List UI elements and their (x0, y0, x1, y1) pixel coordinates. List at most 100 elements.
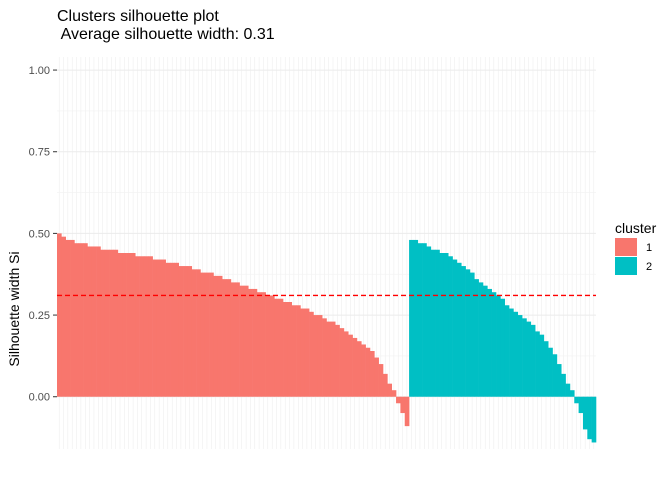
silhouette-bar-cluster-1 (204, 272, 210, 397)
silhouette-bar-cluster-1 (135, 256, 140, 397)
silhouette-bar-cluster-1 (165, 262, 171, 397)
silhouette-bar-cluster-1 (235, 282, 240, 397)
silhouette-bar-cluster-1 (156, 259, 162, 397)
silhouette-bar-cluster-2 (504, 305, 510, 397)
silhouette-bar-cluster-1 (283, 302, 288, 397)
silhouette-bar-cluster-2 (461, 266, 466, 397)
silhouette-bar-cluster-2 (430, 249, 436, 397)
silhouette-bar-cluster-1 (126, 253, 132, 397)
silhouette-bar-cluster-1 (200, 272, 206, 397)
silhouette-bar-cluster-2 (526, 321, 532, 397)
silhouette-bar-cluster-2 (443, 253, 449, 397)
silhouette-bar-cluster-2 (456, 262, 462, 397)
silhouette-bar-cluster-1 (252, 288, 258, 397)
silhouette-bar-cluster-1 (304, 308, 310, 397)
silhouette-bar-cluster-2 (591, 396, 597, 443)
y-axis: 0.00 0.25 0.50 0.75 1.00 (29, 65, 57, 404)
y-axis-label: Silhouette width Si (6, 251, 22, 366)
silhouette-bar-cluster-2 (487, 288, 492, 397)
y-tick-label: 0.25 (29, 310, 50, 322)
silhouette-bar-cluster-1 (239, 285, 245, 397)
silhouette-bar-cluster-1 (83, 243, 88, 397)
legend-key-cluster-2 (615, 257, 637, 275)
silhouette-bar-cluster-1 (161, 259, 166, 397)
silhouette-bar-cluster-2 (522, 318, 527, 397)
silhouette-bar-cluster-1 (70, 239, 75, 397)
silhouette-bar-cluster-2 (409, 239, 414, 397)
silhouette-bar-cluster-1 (317, 315, 323, 397)
silhouette-bar-cluster-1 (130, 253, 136, 397)
silhouette-bar-cluster-1 (148, 256, 153, 397)
silhouette-bar-cluster-1 (183, 266, 188, 397)
silhouette-bar-cluster-2 (482, 285, 488, 397)
silhouette-bar-cluster-1 (291, 305, 297, 397)
silhouette-bar-cluster-2 (582, 396, 588, 430)
silhouette-bar-cluster-1 (396, 396, 401, 404)
silhouette-bar-cluster-2 (448, 256, 453, 397)
silhouette-bar-cluster-1 (326, 321, 332, 397)
silhouette-bar-cluster-1 (287, 302, 293, 397)
y-tick-label: 1.00 (29, 65, 50, 77)
silhouette-bar-cluster-1 (387, 383, 393, 397)
silhouette-bar-cluster-2 (513, 311, 519, 397)
silhouette-bar-cluster-1 (170, 262, 175, 397)
silhouette-bar-cluster-2 (439, 253, 445, 397)
silhouette-bar-cluster-2 (465, 269, 471, 397)
silhouette-bar-cluster-2 (422, 243, 427, 397)
silhouette-bar-cluster-1 (113, 249, 119, 397)
silhouette-bar-cluster-2 (578, 396, 584, 414)
silhouette-bar-cluster-2 (452, 259, 458, 397)
silhouette-bar-cluster-1 (374, 357, 379, 397)
silhouette-bar-cluster-1 (178, 266, 184, 397)
silhouette-bar-cluster-1 (187, 266, 193, 397)
silhouette-bar-cluster-1 (65, 239, 71, 397)
silhouette-bar-cluster-1 (230, 282, 236, 397)
silhouette-bar-cluster-1 (96, 246, 101, 397)
silhouette-bars (57, 233, 597, 443)
silhouette-bar-cluster-1 (248, 288, 253, 397)
silhouette-bar-cluster-1 (222, 279, 227, 397)
silhouette-bar-cluster-2 (561, 373, 566, 397)
silhouette-bar-cluster-1 (356, 341, 362, 397)
silhouette-bar-cluster-1 (269, 295, 275, 397)
silhouette-bar-cluster-1 (191, 269, 197, 397)
silhouette-bar-cluster-2 (474, 279, 479, 397)
silhouette-bar-cluster-1 (369, 351, 375, 397)
silhouette-bar-cluster-2 (478, 282, 484, 397)
silhouette-bar-cluster-2 (413, 239, 419, 397)
silhouette-bar-cluster-1 (365, 347, 371, 397)
silhouette-bar-cluster-1 (100, 249, 106, 397)
silhouette-bar-cluster-1 (300, 308, 306, 397)
legend-label-cluster-2: 2 (646, 261, 652, 273)
silhouette-bar-cluster-1 (330, 321, 336, 397)
silhouette-bar-cluster-1 (361, 344, 366, 397)
silhouette-bar-cluster-2 (496, 295, 501, 397)
silhouette-bar-cluster-2 (565, 383, 571, 397)
silhouette-bar-cluster-1 (322, 318, 327, 397)
silhouette-bar-cluster-2 (517, 315, 523, 397)
silhouette-bar-cluster-2 (552, 354, 558, 397)
silhouette-bar-cluster-1 (391, 390, 397, 397)
silhouette-bar-cluster-2 (509, 308, 514, 397)
silhouette-bar-cluster-1 (78, 243, 84, 397)
silhouette-bar-cluster-1 (352, 337, 358, 397)
silhouette-bar-cluster-2 (469, 272, 475, 397)
silhouette-bar-cluster-2 (530, 324, 536, 397)
silhouette-bar-cluster-1 (122, 253, 127, 397)
silhouette-bar-cluster-1 (61, 236, 66, 397)
silhouette-bar-cluster-2 (574, 396, 579, 404)
silhouette-bar-cluster-1 (104, 249, 110, 397)
silhouette-bar-cluster-2 (435, 249, 440, 397)
silhouette-bar-cluster-1 (296, 305, 301, 397)
chart-title-line2: Average silhouette width: 0.31 (57, 26, 275, 43)
silhouette-bar-cluster-1 (152, 259, 158, 397)
silhouette-bar-cluster-1 (339, 328, 345, 397)
silhouette-bar-cluster-1 (217, 275, 223, 397)
silhouette-bar-cluster-2 (535, 331, 540, 397)
silhouette-bar-cluster-1 (278, 298, 284, 397)
silhouette-bar-cluster-1 (139, 256, 145, 397)
y-tick-label: 0.00 (29, 392, 50, 404)
silhouette-bar-cluster-2 (539, 334, 545, 397)
